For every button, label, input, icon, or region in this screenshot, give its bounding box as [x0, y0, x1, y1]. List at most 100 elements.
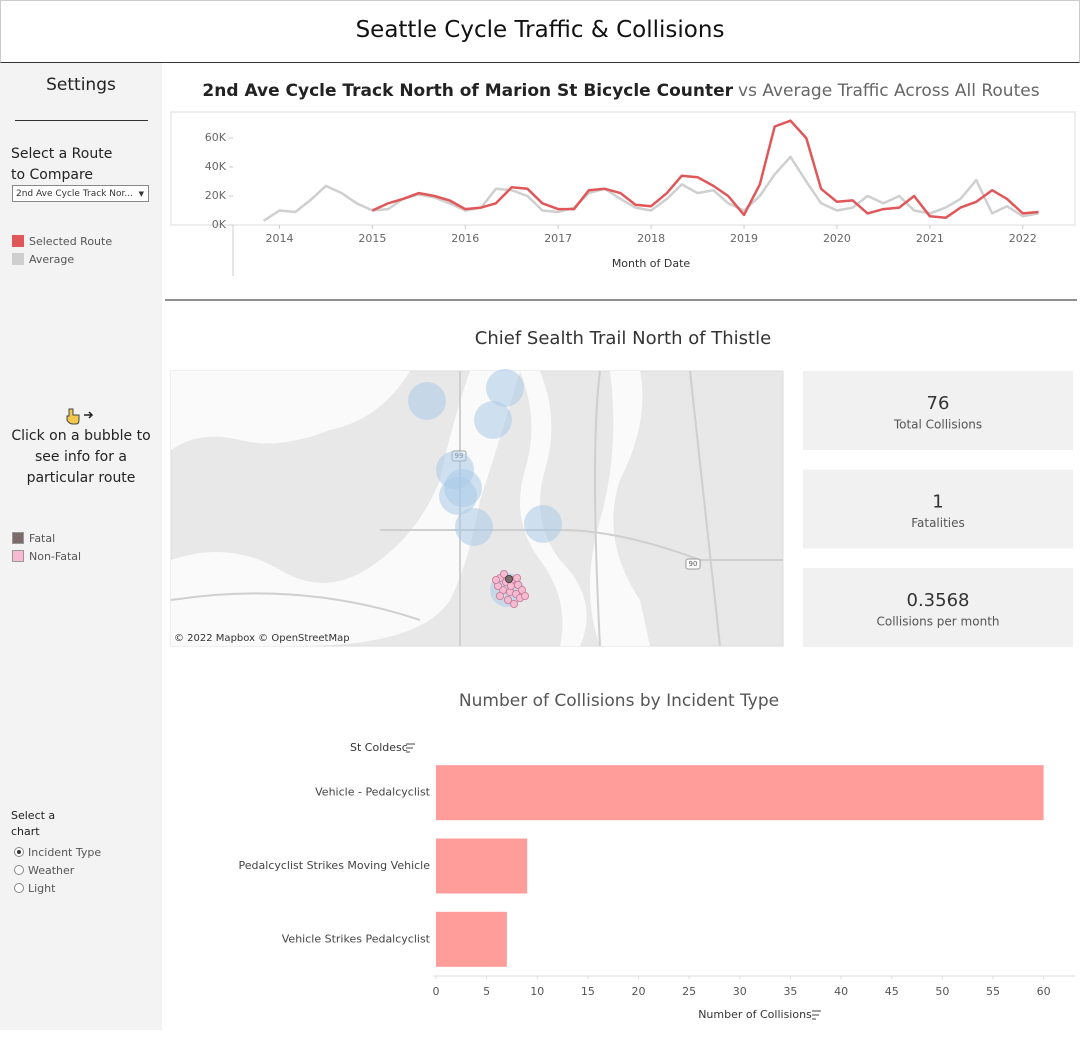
- route-bubble[interactable]: [474, 401, 512, 439]
- kpi-card: [803, 568, 1073, 647]
- divider: [15, 120, 148, 121]
- route-bubbles: [408, 369, 562, 607]
- x-tick-label: 50: [935, 985, 949, 998]
- x-tick-label: 0: [433, 985, 440, 998]
- arrow: [84, 411, 94, 419]
- x-tick-label: 2014: [265, 232, 293, 245]
- title-part: vs Average Traffic Across All Routes: [738, 81, 1040, 101]
- route-dropdown[interactable]: 2nd Ave Cycle Track Nor... ▼: [12, 185, 149, 202]
- map: 99 90 © 2022 Mapbox © OpenStreetMap: [170, 369, 784, 647]
- x-tick-label: 2020: [823, 232, 851, 245]
- route-bubble[interactable]: [486, 369, 524, 407]
- radio-label: Light: [28, 882, 56, 895]
- route-legend: Selected Route Average: [12, 231, 112, 267]
- y-tick-label: Vehicle - Pedalcyclist: [315, 786, 431, 799]
- radio-option[interactable]: Incident Type: [14, 842, 101, 860]
- route-bubble[interactable]: [444, 469, 482, 507]
- collision-point: [501, 578, 510, 587]
- x-tick-label: 60: [1037, 985, 1051, 998]
- legend-label: Average: [29, 253, 75, 266]
- x-tick-label: 2015: [358, 232, 386, 245]
- x-tick-label: 30: [733, 985, 747, 998]
- collision-point: [504, 575, 513, 584]
- x-tick-label: 20: [632, 985, 646, 998]
- kpi-card: [803, 469, 1073, 549]
- collision-point: [518, 586, 527, 595]
- bar: [436, 911, 507, 967]
- x-tick-label: 25: [682, 985, 696, 998]
- radio-label: Incident Type: [28, 846, 102, 859]
- hand: [66, 408, 80, 425]
- legend-label: Non-Fatal: [29, 550, 82, 563]
- x-tick-label: 15: [581, 985, 595, 998]
- collision-point: [499, 570, 508, 579]
- y-tick-label: 0K: [212, 218, 227, 231]
- x-tick-label: 2019: [730, 232, 758, 245]
- legend-item: Average: [12, 249, 112, 267]
- collision-point: [513, 574, 522, 583]
- route-bubble[interactable]: [455, 508, 493, 546]
- collision-point: [512, 590, 521, 599]
- y-tick-label: Pedalcyclist Strikes Moving Vehicle: [239, 859, 431, 872]
- legend-swatch: [12, 252, 24, 265]
- legend-swatch: [12, 549, 24, 562]
- x-tick-label: 55: [986, 985, 1000, 998]
- water: [171, 371, 520, 646]
- title-part: 2nd Ave Cycle Track North of Marion St B…: [202, 81, 733, 101]
- header: Seattle Cycle Traffic & Collisions: [0, 0, 1080, 63]
- collision-point: [491, 576, 500, 585]
- legend-swatch: [12, 234, 24, 247]
- dropdown-value: 2nd Ave Cycle Track Nor...: [16, 189, 133, 199]
- x-axis-label: Month of Date: [612, 257, 691, 270]
- y-tick-label: 20K: [205, 189, 227, 202]
- y-tick-label: 60K: [205, 131, 227, 144]
- radio-button: [14, 846, 24, 857]
- line-chart-title: 2nd Ave Cycle Track North of Marion St B…: [202, 81, 1039, 101]
- kpi-card: [803, 371, 1073, 450]
- road-label: 90: [689, 560, 698, 568]
- collision-point: [495, 592, 504, 601]
- radio-option[interactable]: Weather: [14, 860, 101, 878]
- collision-point: [505, 588, 514, 597]
- x-tick-label: 45: [885, 985, 899, 998]
- x-tick-label: 40: [834, 985, 848, 998]
- collision-point: [514, 581, 523, 590]
- road-shield: [685, 558, 701, 570]
- legend-swatch: [12, 531, 24, 544]
- route-bubble[interactable]: [439, 477, 477, 515]
- sidebar: Settings Select a Route to Compare 2nd A…: [0, 63, 162, 1030]
- radio-button: [14, 864, 24, 875]
- kpi-label: Collisions per month: [876, 615, 999, 629]
- sort-icon[interactable]: [406, 743, 415, 753]
- map-land: [170, 370, 784, 647]
- route-bubble[interactable]: [436, 451, 474, 489]
- collision-point: [509, 600, 518, 609]
- route-bubble[interactable]: [524, 505, 562, 543]
- x-tick-label: 10: [530, 985, 544, 998]
- route-bubble[interactable]: [490, 573, 524, 607]
- collision-point: [498, 586, 507, 595]
- route-bubble[interactable]: [408, 382, 446, 420]
- x-tick-label: 5: [483, 985, 490, 998]
- sidebar-title: Settings: [46, 75, 116, 95]
- kpi-label: Fatalities: [911, 516, 965, 530]
- water: [520, 371, 587, 646]
- legend-item: Fatal: [12, 528, 81, 546]
- x-axis-label: Number of Collisions: [698, 1008, 812, 1021]
- series-line: [263, 155, 1039, 222]
- x-tick-label: 2016: [451, 232, 479, 245]
- y-tick-label: Vehicle Strikes Pedalcyclist: [282, 932, 431, 945]
- chart-selector: Incident Type Weather Light: [14, 842, 101, 896]
- water: [590, 371, 650, 646]
- hand-icon: [66, 408, 94, 425]
- kpi-value: 76: [927, 393, 950, 414]
- chart-selector-label: Select a chart: [11, 809, 56, 838]
- dashboard-title: Seattle Cycle Traffic & Collisions: [355, 17, 725, 43]
- y-tick-label: 40K: [205, 160, 227, 173]
- radio-option[interactable]: Light: [14, 878, 101, 896]
- legend-item: Selected Route: [12, 231, 112, 249]
- sort-icon[interactable]: [812, 1010, 821, 1020]
- line-chart-frame: [170, 111, 1076, 226]
